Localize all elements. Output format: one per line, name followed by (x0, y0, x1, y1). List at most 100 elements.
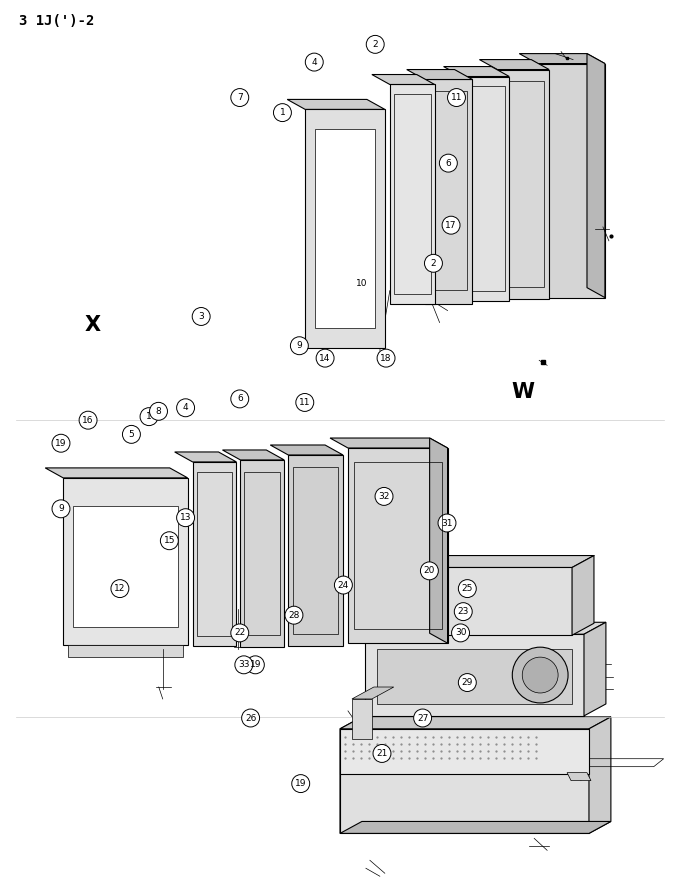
Text: 2: 2 (373, 40, 378, 49)
Circle shape (442, 216, 460, 234)
Text: 14: 14 (320, 353, 330, 362)
Circle shape (140, 408, 158, 425)
Polygon shape (567, 773, 591, 781)
Text: 29: 29 (462, 678, 473, 687)
Polygon shape (241, 460, 284, 647)
Text: 1: 1 (146, 412, 152, 421)
Circle shape (241, 709, 260, 727)
Polygon shape (443, 67, 509, 77)
Text: 24: 24 (338, 580, 349, 589)
Polygon shape (305, 109, 385, 348)
Circle shape (316, 349, 334, 367)
Circle shape (522, 657, 558, 693)
Polygon shape (572, 555, 594, 635)
Circle shape (424, 255, 443, 272)
Circle shape (458, 674, 476, 692)
Circle shape (235, 656, 253, 674)
Circle shape (273, 103, 292, 122)
Text: X: X (85, 315, 101, 336)
Circle shape (512, 647, 568, 703)
Circle shape (192, 308, 210, 326)
Polygon shape (377, 649, 572, 704)
Polygon shape (287, 100, 385, 109)
Circle shape (292, 774, 309, 793)
Polygon shape (352, 687, 394, 699)
Circle shape (52, 434, 70, 452)
Circle shape (231, 624, 249, 642)
Polygon shape (589, 716, 611, 833)
Text: 1: 1 (279, 108, 286, 117)
Text: 19: 19 (250, 660, 261, 669)
Text: 7: 7 (237, 93, 243, 102)
Polygon shape (430, 438, 447, 643)
Polygon shape (340, 729, 589, 773)
Polygon shape (222, 450, 284, 460)
Polygon shape (73, 506, 177, 627)
Polygon shape (63, 478, 188, 645)
Text: 23: 23 (458, 607, 469, 616)
Text: 4: 4 (183, 403, 188, 412)
Circle shape (285, 606, 303, 624)
Circle shape (447, 89, 465, 107)
Text: W: W (511, 382, 534, 401)
Polygon shape (175, 452, 237, 462)
Circle shape (452, 624, 469, 642)
Text: 5: 5 (129, 430, 134, 439)
Text: 15: 15 (164, 537, 175, 546)
Circle shape (160, 531, 178, 550)
Text: 9: 9 (296, 341, 302, 351)
Polygon shape (365, 622, 606, 635)
Text: 13: 13 (180, 514, 191, 522)
Polygon shape (424, 79, 473, 303)
Text: 10: 10 (356, 279, 367, 288)
Text: 11: 11 (299, 398, 311, 407)
Polygon shape (390, 85, 435, 303)
Circle shape (335, 576, 352, 594)
Text: 32: 32 (378, 492, 390, 501)
Text: 12: 12 (114, 584, 126, 593)
Text: 22: 22 (234, 628, 245, 637)
Polygon shape (348, 448, 447, 643)
Circle shape (454, 603, 472, 620)
Polygon shape (288, 455, 343, 646)
Polygon shape (520, 53, 605, 63)
Polygon shape (587, 53, 605, 297)
Polygon shape (395, 555, 594, 568)
Polygon shape (479, 60, 549, 69)
Text: 19: 19 (55, 439, 67, 448)
Polygon shape (45, 468, 188, 478)
Text: 26: 26 (245, 714, 256, 723)
Circle shape (177, 509, 194, 527)
Circle shape (52, 500, 70, 518)
Text: 6: 6 (445, 158, 452, 167)
Text: 20: 20 (424, 566, 435, 575)
Polygon shape (340, 729, 589, 833)
Polygon shape (315, 129, 375, 328)
Circle shape (231, 89, 249, 107)
Circle shape (439, 154, 458, 172)
Circle shape (177, 399, 194, 417)
Polygon shape (340, 716, 362, 833)
Polygon shape (407, 69, 473, 79)
Circle shape (150, 402, 167, 420)
Circle shape (290, 336, 308, 355)
Text: 8: 8 (156, 407, 161, 416)
Text: 3: 3 (199, 312, 204, 321)
Circle shape (122, 425, 140, 443)
Text: 16: 16 (82, 416, 94, 425)
Text: 2: 2 (430, 259, 437, 268)
Text: 17: 17 (445, 221, 457, 230)
Circle shape (375, 488, 393, 506)
Polygon shape (365, 635, 584, 716)
Polygon shape (68, 645, 183, 657)
Polygon shape (192, 462, 237, 646)
Polygon shape (497, 69, 549, 299)
Text: 18: 18 (380, 353, 392, 362)
Text: 19: 19 (295, 779, 307, 788)
Text: 27: 27 (417, 714, 428, 723)
Polygon shape (330, 438, 447, 448)
Text: 28: 28 (288, 611, 300, 619)
Polygon shape (352, 699, 372, 739)
Circle shape (373, 745, 391, 763)
Polygon shape (462, 77, 509, 301)
